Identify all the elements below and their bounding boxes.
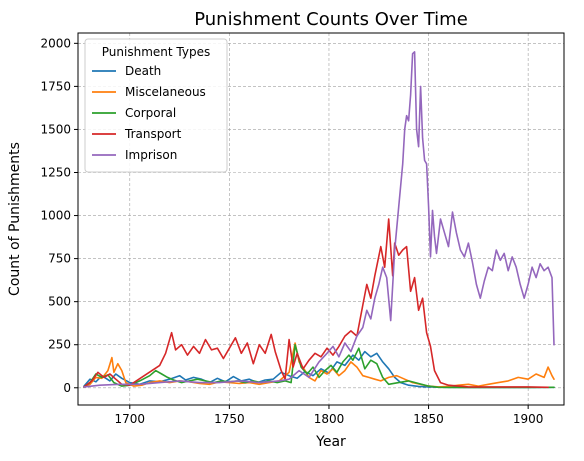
x-tick-label: 1850 (413, 412, 444, 426)
x-tick-label: 1750 (214, 412, 245, 426)
legend-label-death: Death (125, 64, 161, 78)
x-tick-label: 1900 (513, 412, 544, 426)
x-tick-label: 1700 (115, 412, 146, 426)
y-tick-label: 1250 (40, 166, 71, 180)
legend-label-corporal: Corporal (125, 106, 176, 120)
grid (78, 33, 564, 405)
x-axis-label: Year (315, 434, 346, 450)
series-line-transport (83, 218, 549, 389)
legend-title: Punishment Types (102, 45, 210, 59)
x-axis: 1700 1750 1800 1850 1900 (115, 405, 544, 426)
legend-items: Death Miscelaneous Corporal Transport Impris… (92, 64, 206, 162)
y-tick-label: 1000 (40, 209, 71, 223)
y-axis-label: Count of Punishments (7, 142, 23, 296)
legend-label-transport: Transport (124, 127, 182, 141)
y-tick-label: 2000 (40, 36, 71, 50)
chart-title: Punishment Counts Over Time (194, 9, 468, 30)
y-tick-label: 1500 (40, 122, 71, 136)
y-tick-label: 500 (48, 295, 71, 309)
series-group (83, 51, 555, 389)
y-tick-label: 0 (63, 381, 71, 395)
y-tick-label: 250 (48, 338, 71, 352)
series-line-death (83, 350, 555, 389)
legend-label-imprison: Imprison (125, 148, 177, 162)
series-line-imprison (83, 51, 555, 388)
y-tick-label: 1750 (40, 79, 71, 93)
y-axis: 0 250 500 750 1000 1250 1500 1750 2000 (40, 36, 78, 395)
y-tick-label: 750 (48, 252, 71, 266)
x-tick-label: 1800 (314, 412, 345, 426)
legend: Punishment Types Death Miscelaneous Corpor… (84, 38, 228, 173)
legend-label-miscelaneous: Miscelaneous (125, 85, 206, 99)
plot-frame (77, 32, 565, 406)
legend-box (84, 38, 228, 173)
